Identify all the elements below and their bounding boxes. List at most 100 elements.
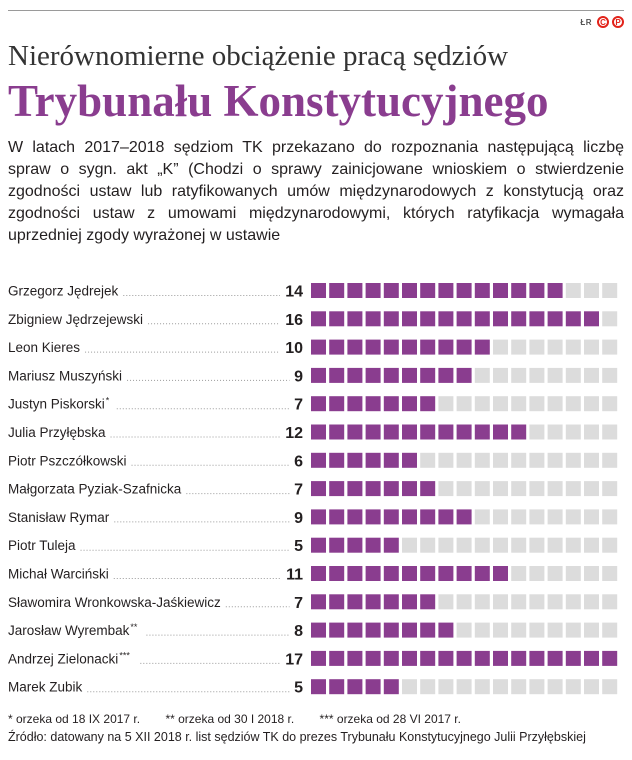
unit-square-empty (511, 622, 527, 638)
unit-square-empty (511, 679, 527, 695)
unit-square-empty (511, 481, 527, 497)
unit-square-empty (584, 339, 599, 355)
unit-square-empty (438, 679, 454, 695)
unit-square-filled (511, 311, 527, 327)
unit-square-filled (329, 594, 345, 610)
value-label: 8 (294, 623, 303, 640)
chart-title-line2: Trybunału Konstytucyjnego (8, 76, 549, 126)
unit-square-empty (493, 396, 508, 412)
unit-square-filled (365, 594, 381, 610)
logo-c-icon: C (597, 16, 609, 28)
unit-square-filled (383, 566, 399, 581)
unit-square-filled (347, 622, 363, 638)
unit-square-filled (493, 566, 508, 581)
unit-square-filled (365, 424, 381, 440)
unit-square-filled (311, 367, 326, 383)
value-label: 10 (285, 340, 303, 357)
unit-square-filled (365, 396, 381, 412)
unit-square-filled (529, 283, 545, 298)
unit-square-filled (529, 311, 545, 327)
unit-square-empty (547, 594, 563, 610)
unit-square-empty (511, 537, 527, 553)
unit-square-filled (311, 509, 326, 525)
unit-square-filled (311, 679, 326, 695)
unit-square-empty (584, 481, 599, 497)
unit-square-empty (602, 481, 618, 497)
unit-square-filled (383, 509, 399, 525)
unit-square-filled (347, 311, 363, 327)
unit-square-empty (602, 283, 618, 298)
unit-square-empty (529, 509, 545, 525)
unit-square-filled (365, 339, 381, 355)
unit-square-filled (347, 509, 363, 525)
unit-square-filled (311, 452, 326, 468)
unit-square-filled (329, 650, 345, 666)
value-label: 7 (294, 595, 303, 612)
unit-square-filled (383, 679, 399, 695)
unit-square-filled (365, 566, 381, 581)
unit-square-filled (311, 424, 326, 440)
unit-square-empty (584, 424, 599, 440)
unit-square-filled (474, 424, 490, 440)
unit-square-empty (565, 566, 581, 581)
unit-square-filled (365, 509, 381, 525)
unit-square-empty (438, 594, 454, 610)
unit-square-filled (365, 481, 381, 497)
top-rule (8, 10, 624, 11)
unit-square-filled (602, 650, 618, 666)
unit-square-filled (493, 283, 508, 298)
row-label: Stanisław Rymar (8, 510, 110, 525)
unit-square-empty (438, 537, 454, 553)
unit-square-empty (565, 537, 581, 553)
publisher-logo: ŁR C P (580, 16, 624, 28)
unit-square-filled (347, 339, 363, 355)
unit-square-filled (383, 367, 399, 383)
unit-square-empty (402, 679, 417, 695)
unit-square-filled (347, 650, 363, 666)
chart-title-line1: Nierównomierne obciążenie pracą sędziów (8, 40, 509, 72)
unit-square-empty (456, 622, 472, 638)
row-label: Julia Przyłębska (8, 425, 106, 440)
unit-square-empty (493, 594, 508, 610)
unit-square-filled (383, 396, 399, 412)
unit-square-filled (329, 339, 345, 355)
unit-square-filled (365, 650, 381, 666)
unit-square-filled (420, 283, 436, 298)
footnote-marker: *** (119, 650, 130, 660)
unit-square-filled (347, 367, 363, 383)
unit-square-empty (547, 509, 563, 525)
unit-square-filled (402, 339, 417, 355)
unit-square-filled (565, 650, 581, 666)
unit-square-filled (365, 311, 381, 327)
unit-square-filled (311, 566, 326, 581)
unit-square-empty (438, 396, 454, 412)
unit-square-filled (584, 650, 599, 666)
unit-square-filled (365, 537, 381, 553)
unit-square-filled (311, 537, 326, 553)
unit-square-filled (420, 650, 436, 666)
unit-square-empty (456, 481, 472, 497)
unit-square-filled (329, 566, 345, 581)
unit-square-empty (584, 566, 599, 581)
unit-square-filled (329, 283, 345, 298)
unit-square-filled (347, 679, 363, 695)
unit-square-filled (402, 396, 417, 412)
unit-square-empty (565, 679, 581, 695)
row-label: Zbigniew Jędrzejewski (8, 312, 143, 327)
unit-square-filled (329, 424, 345, 440)
unit-square-filled (347, 452, 363, 468)
unit-square-filled (511, 424, 527, 440)
unit-square-filled (347, 396, 363, 412)
unit-square-empty (493, 622, 508, 638)
unit-square-empty (511, 367, 527, 383)
unit-square-empty (474, 622, 490, 638)
unit-square-empty (602, 339, 618, 355)
unit-square-empty (584, 679, 599, 695)
unit-square-empty (547, 396, 563, 412)
unit-square-filled (493, 424, 508, 440)
row-label: Justyn Piskorski (8, 397, 105, 412)
unit-square-empty (456, 396, 472, 412)
unit-square-filled (347, 566, 363, 581)
unit-square-empty (529, 424, 545, 440)
